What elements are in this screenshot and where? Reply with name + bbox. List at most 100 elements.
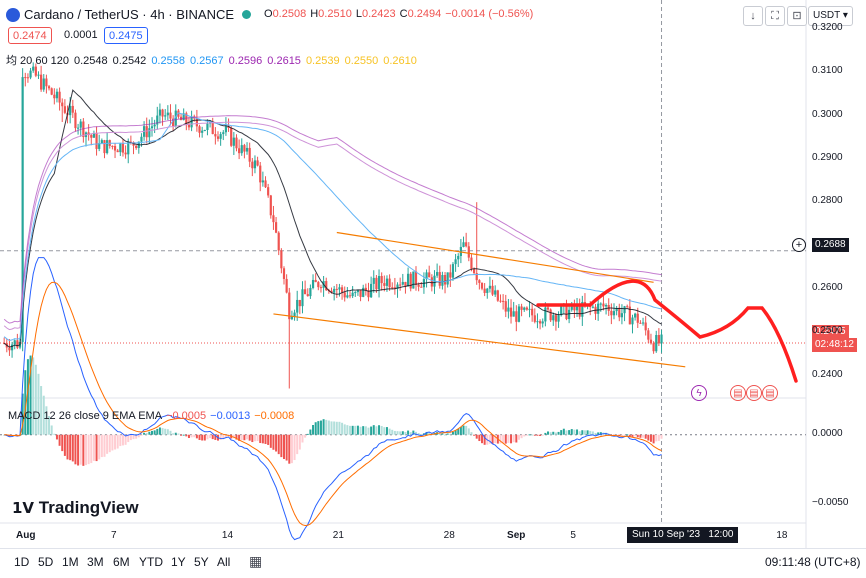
timeframe-button-all[interactable]: All: [217, 555, 231, 569]
candle-body: [317, 282, 320, 288]
macd-bar: [219, 434, 222, 440]
us-economic-event-icon[interactable]: ▤: [730, 385, 746, 401]
timeframe-button-1m[interactable]: 1M: [62, 555, 79, 569]
macd-legend[interactable]: MACD 12 26 close 9 EMA EMA −0.0005 −0.0013…: [8, 410, 298, 422]
currency-selector[interactable]: USDT ▾: [808, 6, 853, 26]
price-chart[interactable]: [0, 0, 866, 548]
candle-body: [346, 295, 349, 298]
candle-body: [420, 286, 423, 288]
candle-body: [127, 141, 130, 155]
timeframe-button-3m[interactable]: 3M: [87, 555, 104, 569]
timeframe-button-5d[interactable]: 5D: [38, 555, 54, 569]
macd-bar: [240, 434, 243, 441]
macd-bar: [655, 434, 658, 442]
candle-body: [248, 147, 251, 162]
macd-bar: [583, 430, 586, 435]
candle-body: [647, 330, 650, 340]
candle-body: [148, 128, 151, 138]
candle-body: [100, 140, 103, 144]
bid-price[interactable]: 0.2474: [8, 27, 52, 44]
us-economic-event-icon[interactable]: ▤: [762, 385, 778, 401]
candle-body: [264, 180, 267, 188]
macd-bar: [214, 434, 217, 440]
macd-bar: [69, 434, 72, 461]
timeframe-button-ytd[interactable]: YTD: [139, 555, 163, 569]
candle-body: [512, 311, 515, 317]
candle-body: [404, 281, 407, 287]
candle-body: [61, 102, 64, 107]
macd-bar: [507, 434, 510, 443]
candle-body: [578, 305, 581, 317]
candle-body: [388, 278, 391, 288]
market-open-status-icon: [242, 10, 251, 19]
lightning-event-icon[interactable]: ϟ: [691, 385, 707, 401]
macd-bar: [283, 434, 285, 460]
macd-bar: [547, 431, 549, 435]
candle-body: [428, 272, 431, 278]
timeframe-button-5y[interactable]: 5Y: [194, 555, 209, 569]
ohlc-key: O: [264, 8, 273, 20]
macd-bar: [378, 425, 381, 435]
symbol-title[interactable]: Cardano / TetherUS · 4h · BINANCE: [24, 7, 235, 22]
macd-bar: [304, 434, 307, 438]
ma-value: 0.2596: [228, 55, 263, 67]
macd-bar: [66, 434, 69, 460]
macd-bar: [581, 430, 584, 435]
macd-bar: [222, 434, 225, 440]
candle-body: [454, 259, 457, 265]
macd-bar: [114, 434, 117, 450]
candle-body: [496, 290, 499, 301]
utc-clock[interactable]: 09:11:48 (UTC+8): [765, 555, 861, 569]
macd-bar: [428, 431, 431, 435]
candle-body: [119, 143, 122, 153]
candle-body: [222, 132, 225, 135]
down-arrow-icon[interactable]: ↓: [743, 6, 763, 26]
timeframe-button-1y[interactable]: 1Y: [171, 555, 186, 569]
candle-body: [340, 287, 344, 293]
ohlc-key: C: [399, 8, 408, 20]
candle-body: [644, 322, 647, 331]
candle-body: [449, 272, 452, 278]
timeframe-button-6m[interactable]: 6M: [113, 555, 130, 569]
macd-bar: [211, 434, 214, 440]
date-range-calendar-icon[interactable]: ▦: [249, 553, 263, 569]
macd-bar: [528, 434, 531, 436]
macd-bar: [573, 429, 576, 435]
macd-value: −0.0008: [254, 410, 295, 422]
macd-bar: [40, 386, 43, 435]
candle-body: [92, 133, 96, 138]
macd-bar: [174, 432, 177, 435]
macd-bar: [451, 431, 454, 435]
macd-bar: [412, 430, 415, 435]
candle-body: [187, 123, 191, 128]
candle-body: [245, 147, 249, 152]
us-economic-event-icon[interactable]: ▤: [746, 385, 762, 401]
price-tick-label: 0.2600: [812, 281, 843, 293]
timeframe-button-1d[interactable]: 1D: [14, 555, 30, 569]
macd-bar: [557, 431, 560, 435]
ask-price[interactable]: 0.2475: [104, 27, 148, 44]
screenshot-icon[interactable]: ⊡: [787, 6, 807, 26]
candle-body: [436, 272, 439, 276]
moving-average-legend[interactable]: 均 20 60 120 0.2548 0.2542 0.2558 0.2567 0.259…: [6, 52, 422, 68]
add-alert-plus-icon[interactable]: +: [792, 238, 806, 252]
macd-bar: [483, 434, 486, 445]
candle-body: [618, 308, 621, 318]
candle-body: [335, 288, 338, 290]
macd-bar: [248, 434, 251, 441]
candle-body: [536, 321, 539, 323]
candle-body: [298, 299, 301, 307]
candle-body: [525, 307, 528, 310]
candle-body: [13, 340, 16, 345]
macd-bar: [539, 434, 542, 436]
macd-bar: [444, 434, 447, 436]
candle-body: [261, 180, 264, 183]
macd-bar: [98, 434, 101, 460]
macd-bar: [285, 434, 288, 461]
macd-bar: [549, 432, 552, 435]
fullscreen-icon[interactable]: ⛶: [765, 6, 785, 26]
candle-body: [106, 140, 109, 154]
macd-bar: [441, 433, 444, 435]
macd-bar: [597, 432, 600, 435]
ohlc-legend: O0.2508 H0.2510 L0.2423 C0.2494 −0.0014 (−0.…: [264, 8, 537, 20]
